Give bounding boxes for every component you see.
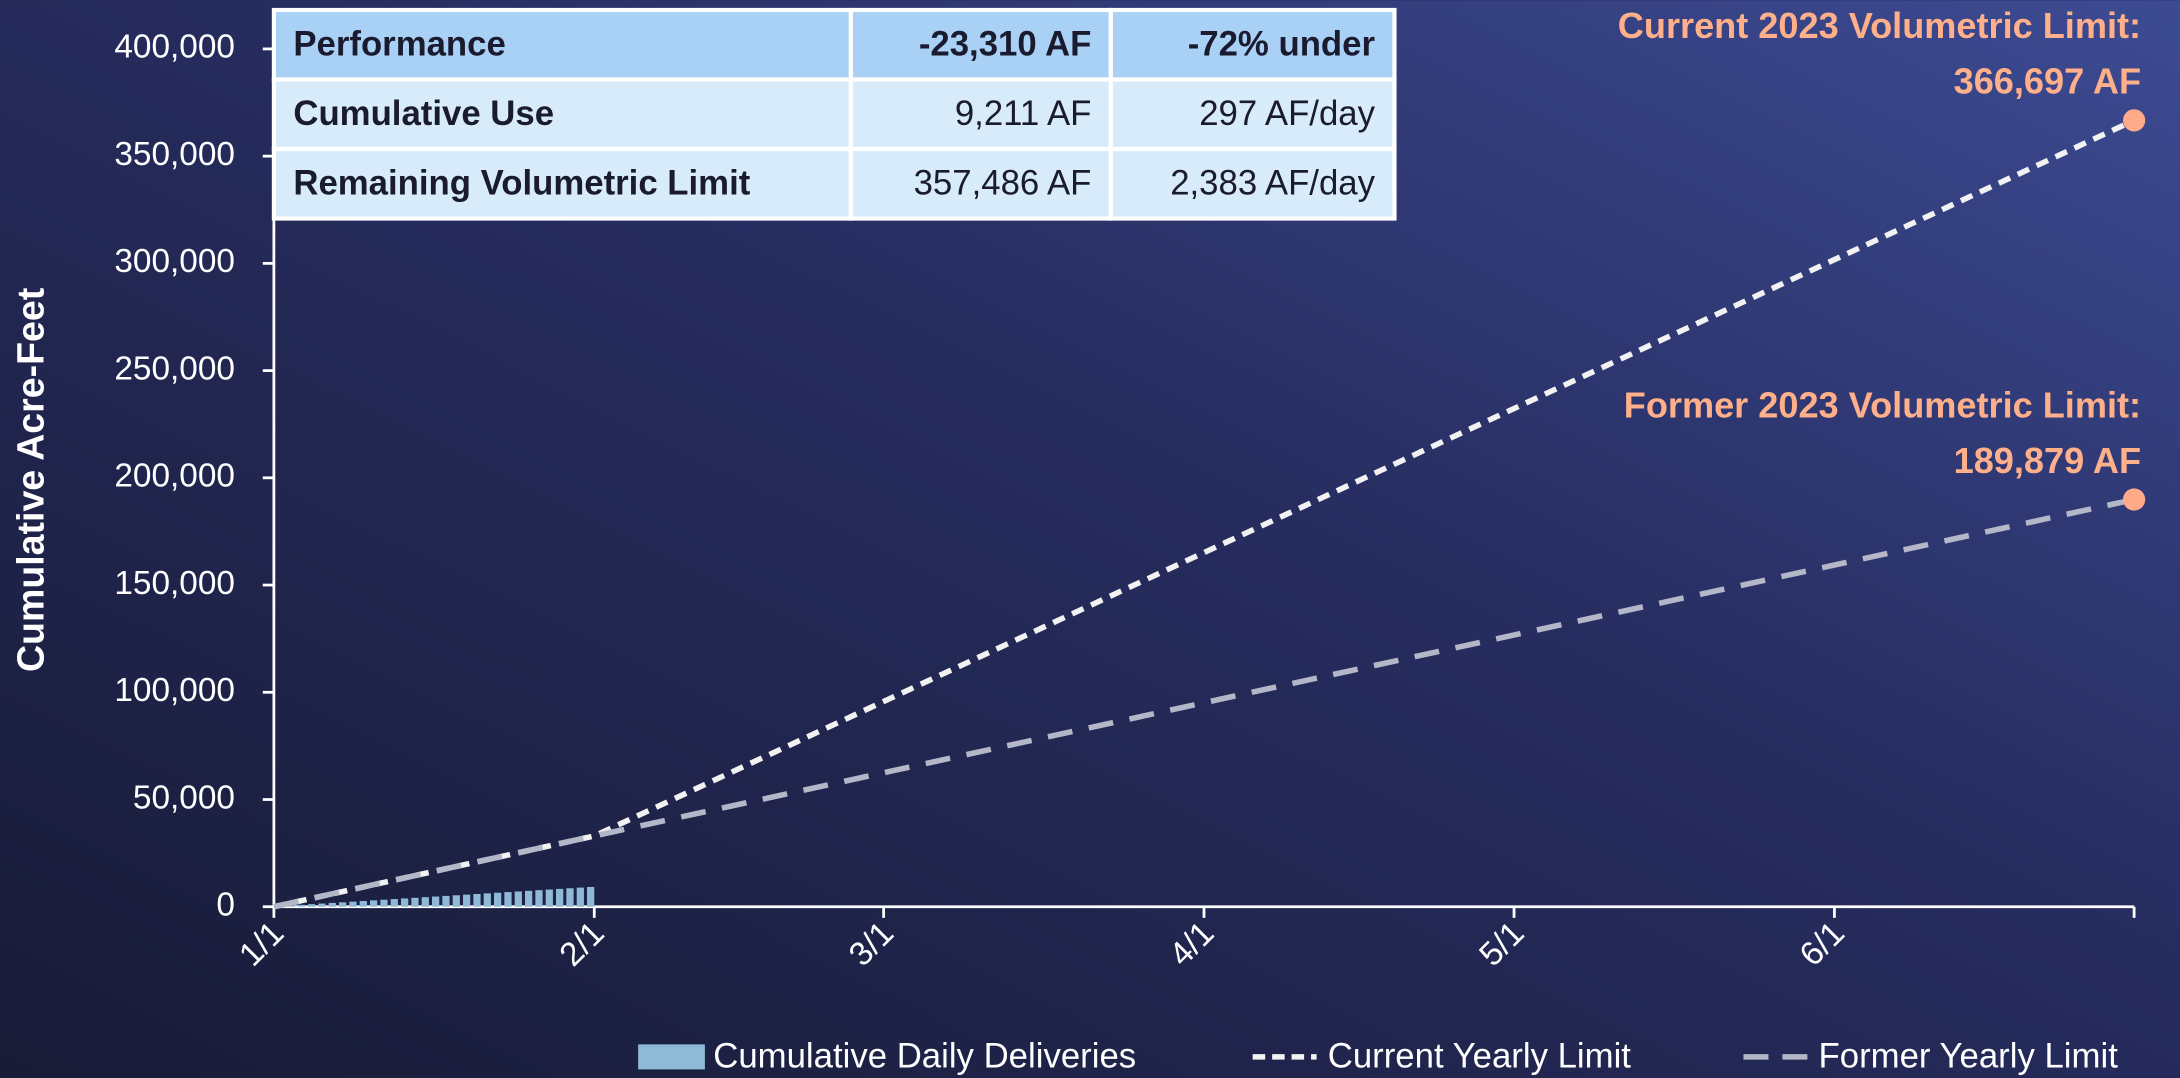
bar [442,895,450,907]
table-text: -72% under [1188,25,1375,63]
table-text: Cumulative Use [293,95,554,133]
bar [421,897,429,907]
table-cell [848,77,1113,152]
bar [587,886,595,907]
bar [380,899,388,907]
bar [525,890,533,907]
bar [576,887,584,907]
y-tick-label: 100,000 [114,672,235,709]
line [273,117,2136,910]
bar [370,900,378,907]
bar [307,904,316,907]
y-tick-label: 50,000 [133,779,235,816]
y-tick-label: 250,000 [114,350,235,387]
bar [545,889,553,907]
y-tick-label: 350,000 [114,136,235,173]
table-text: Remaining Volumetric Limit [293,164,750,202]
bar [463,894,471,907]
bar [432,896,440,907]
end-marker [2122,109,2146,132]
y-tick-label: 300,000 [114,243,235,280]
y-axis-title: Cumulative Acre-Feet [9,287,51,672]
table-cell [271,77,853,152]
table-text: 297 AF/day [1199,95,1375,133]
bar [504,892,512,907]
bar [483,893,491,907]
bar [338,902,347,907]
bar [401,898,409,907]
bar [566,888,574,907]
table-text: Performance [293,25,505,63]
annotation: 189,879 AF [1954,440,2141,481]
bar [328,902,336,907]
y-tick-label: 150,000 [114,565,235,602]
table-text: 9,211 AF [955,95,1092,133]
table-text: 2,383 AF/day [1170,164,1375,202]
bar [411,897,419,907]
line [273,496,2135,910]
bar [494,892,502,907]
bar [318,903,326,907]
annotation: Former 2023 Volumetric Limit: [1624,384,2141,425]
bar [514,891,522,907]
annotation: 366,697 AF [1954,61,2141,102]
y-tick-label: 400,000 [114,29,235,66]
bar [349,901,357,907]
bar [287,905,295,907]
legend-label: Cumulative Daily Deliveries [713,1037,1136,1075]
end-marker [2122,488,2146,511]
legend-label: Current Yearly Limit [1328,1037,1632,1075]
annotation: Current 2023 Volumetric Limit: [1618,5,2141,46]
y-tick-label: 0 [216,887,235,924]
table-text: -23,310 AF [919,25,1092,63]
legend-label: Former Yearly Limit [1819,1037,2119,1075]
bar [452,895,460,907]
legend-swatch [638,1044,705,1070]
bar [359,901,367,907]
bar [473,893,481,907]
bar [535,890,543,907]
bar [556,888,564,907]
y-tick-label: 200,000 [114,458,235,495]
bar [297,904,305,907]
table-text: 357,486 AF [914,164,1092,202]
table-cell [1108,146,1397,221]
table-cell [848,7,1113,82]
bar [390,899,398,907]
table-cell [1108,77,1397,152]
